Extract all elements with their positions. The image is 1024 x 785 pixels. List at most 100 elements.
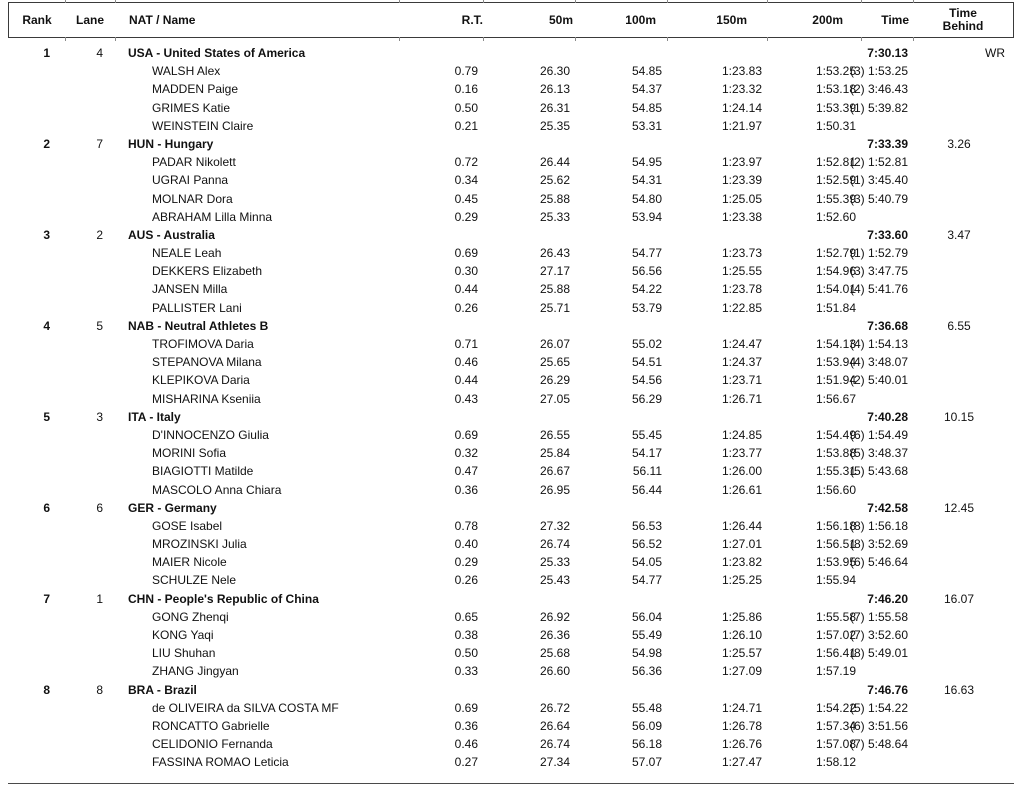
- column-tick: [667, 0, 668, 3]
- split-50m-cell: [482, 226, 574, 244]
- time-behind-cell: [912, 662, 1016, 680]
- rank-cell: [8, 553, 64, 571]
- rank-cell: [8, 426, 64, 444]
- column-tick: [575, 0, 576, 3]
- split-100m-cell: 56.44: [631, 482, 662, 497]
- split-100m-cell: 54.22: [631, 282, 662, 297]
- split-150m-cell: 1:26.71: [721, 391, 762, 406]
- split-100m-cell: 54.31: [631, 173, 662, 188]
- leg-cumulative-cell: (7) 1:55.58: [850, 608, 912, 626]
- rank-cell: [8, 262, 64, 280]
- swimmer-row: ABRAHAM Lilla Minna 0.29 25.33 53.94 1:23.38…: [8, 208, 1016, 226]
- split-100m-cell: 54.98: [631, 646, 662, 661]
- rt-cell: 0.44: [454, 373, 478, 388]
- team-name-cell: GER - Germany: [128, 500, 217, 515]
- rt-cell: [398, 408, 482, 426]
- header-50m: 50m: [548, 13, 573, 27]
- lane-cell: 6: [96, 500, 103, 515]
- split-50m-cell: [482, 408, 574, 426]
- time-behind-cell: WR: [985, 46, 1005, 60]
- rank-cell: 7: [43, 591, 50, 606]
- split-150m-cell: 1:24.37: [721, 355, 762, 370]
- swimmer-name-cell: UGRAI Panna: [152, 173, 229, 188]
- rt-cell: 0.38: [454, 628, 478, 642]
- leg-cumulative-cell: [860, 571, 912, 589]
- split-200m-cell: 1:53.88: [815, 446, 856, 461]
- rt-cell: 0.46: [454, 737, 478, 752]
- split-100m-cell: 55.49: [631, 628, 662, 642]
- final-time-value: 7:40.28: [867, 409, 908, 424]
- split-50m-cell: [482, 135, 574, 153]
- split-50m-cell: 26.95: [539, 482, 570, 497]
- header-rank: Rank: [22, 13, 52, 27]
- leg-cumulative-cell: (1) 1:52.79: [850, 244, 912, 262]
- rt-cell: [398, 499, 482, 517]
- rt-cell: 0.79: [454, 64, 478, 79]
- split-150m-cell: 1:23.77: [721, 446, 762, 461]
- split-150m-cell: 1:27.09: [721, 664, 762, 679]
- rt-cell: 0.26: [454, 300, 478, 315]
- rank-cell: [8, 735, 64, 753]
- rt-cell: 0.72: [454, 155, 478, 170]
- split-150m-cell: 1:23.78: [721, 282, 762, 297]
- column-tick: [115, 0, 116, 3]
- split-150m-cell: [666, 681, 766, 699]
- rank-cell: [8, 117, 64, 135]
- split-200m-cell: 1:56.60: [815, 482, 856, 497]
- rank-cell: 1: [43, 46, 50, 60]
- split-200m-cell: 1:53.39: [815, 100, 856, 115]
- split-150m-cell: 1:26.76: [721, 737, 762, 752]
- time-behind-cell: [912, 153, 1016, 171]
- lane-cell: [64, 644, 114, 662]
- lane-cell: [64, 335, 114, 353]
- leg-cumulative-value: (3) 5:40.79: [849, 191, 908, 206]
- time-behind-cell: [912, 80, 1016, 98]
- leg-cumulative-cell: (3) 5:40.79: [850, 190, 912, 208]
- leg-cumulative-cell: (2) 1:52.81: [850, 153, 912, 171]
- split-150m-cell: 1:24.71: [721, 700, 762, 715]
- swimmer-name-cell: WALSH Alex: [152, 64, 221, 79]
- swimmer-name-cell: BIAGIOTTI Matilde: [152, 464, 254, 479]
- split-150m-cell: 1:25.57: [721, 646, 762, 661]
- rt-cell: 0.36: [454, 482, 478, 497]
- split-100m-cell: [574, 44, 666, 62]
- leg-cumulative-cell: (7) 5:48.64: [850, 735, 912, 753]
- split-150m-cell: 1:26.78: [721, 718, 762, 733]
- split-200m-cell: 1:50.31: [815, 118, 856, 133]
- swimmer-row: MAIER Nicole 0.29 25.33 54.05 1:23.82 1:53.95…: [8, 553, 1016, 571]
- split-200m-cell: 1:51.94: [815, 373, 856, 388]
- split-150m-cell: [666, 499, 766, 517]
- leg-cumulative-cell: (1) 5:39.82: [850, 99, 912, 117]
- column-tick: [913, 0, 914, 3]
- rank-cell: [8, 190, 64, 208]
- time-behind-cell: 3.26: [947, 136, 971, 151]
- rt-cell: 0.29: [454, 555, 478, 570]
- rt-cell: [398, 226, 482, 244]
- lane-cell: [64, 208, 114, 226]
- lane-cell: 7: [96, 136, 103, 151]
- split-100m-cell: 55.48: [631, 700, 662, 715]
- lane-cell: [64, 353, 114, 371]
- split-100m-cell: 54.95: [631, 155, 662, 170]
- lane-cell: [64, 299, 114, 317]
- team-row: 6 6 GER - Germany 7:42.58 12.45: [8, 499, 1016, 517]
- lane-cell: [64, 662, 114, 680]
- time-behind-cell: [912, 717, 1016, 735]
- split-100m-cell: [574, 226, 666, 244]
- split-200m-cell: 1:57.02: [815, 628, 856, 642]
- lane-cell: [64, 517, 114, 535]
- header-time-behind-line1: Time: [949, 6, 977, 20]
- rt-cell: 0.44: [454, 282, 478, 297]
- lane-cell: [64, 99, 114, 117]
- split-50m-cell: 26.74: [539, 737, 570, 752]
- split-50m-cell: 26.92: [539, 609, 570, 624]
- rank-cell: [8, 753, 64, 771]
- results-header: Rank Lane NAT / Name R.T. 50m 100m 150m …: [8, 0, 1014, 41]
- split-100m-cell: 53.94: [631, 209, 662, 224]
- lane-cell: [64, 535, 114, 553]
- lane-cell: [64, 608, 114, 626]
- leg-cumulative-value: (1) 1:52.79: [849, 246, 908, 261]
- swimmer-name-cell: ZHANG Jingyan: [152, 664, 239, 679]
- leg-cumulative-cell: (3) 3:47.75: [850, 262, 912, 280]
- split-100m-cell: [574, 499, 666, 517]
